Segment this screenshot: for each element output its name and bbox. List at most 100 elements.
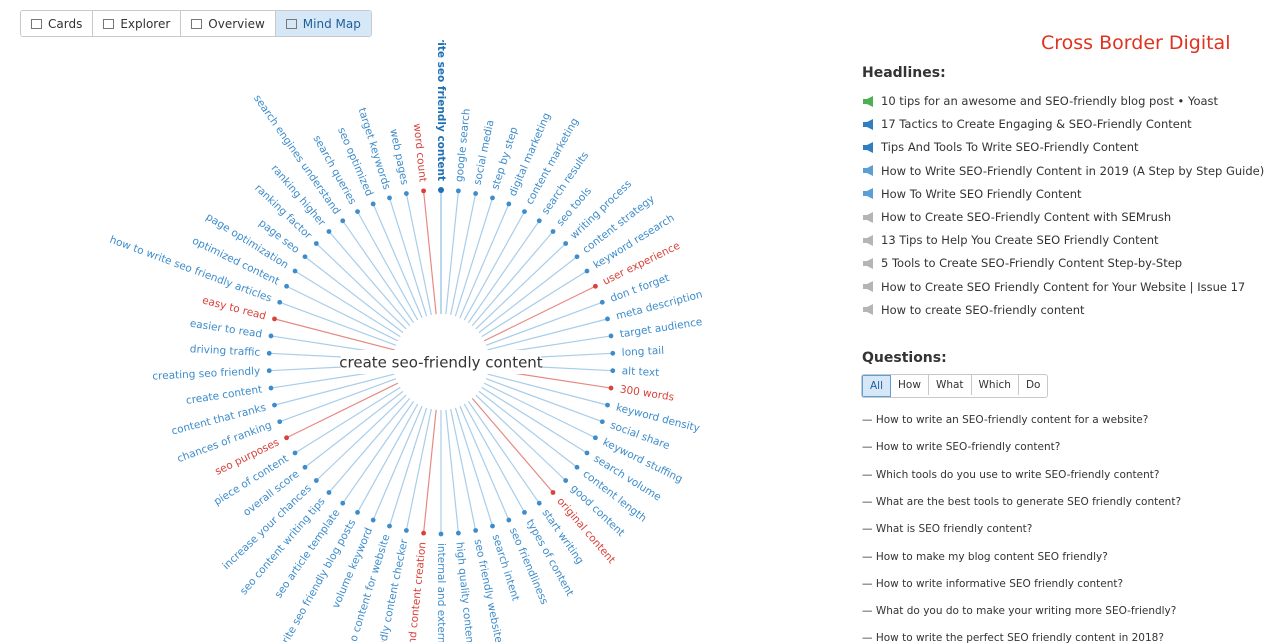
headline[interactable]: How to Create SEO-Friendly Content with … <box>862 210 1171 224</box>
view-tab[interactable]: Overview <box>181 11 276 36</box>
branch-line <box>342 220 415 323</box>
question[interactable]: — How to write the perfect SEO friendly … <box>862 632 1164 644</box>
filter-button[interactable]: How <box>891 375 929 395</box>
branch-dot <box>370 517 376 523</box>
headline[interactable]: How To Write SEO Friendly Content <box>862 187 1082 201</box>
branch-line <box>405 408 432 531</box>
view-tab[interactable]: Explorer <box>93 11 182 36</box>
headline[interactable]: How to Write SEO-Friendly Content in 201… <box>862 164 1264 178</box>
branch-label[interactable]: alt text <box>621 365 659 379</box>
question[interactable]: — How to make my blog content SEO friend… <box>862 550 1108 563</box>
question[interactable]: — What is SEO friendly content? <box>862 523 1033 536</box>
branch-dot <box>268 333 274 339</box>
headline[interactable]: How to Create SEO Friendly Content for Y… <box>862 280 1245 294</box>
filter-button[interactable]: What <box>929 375 972 395</box>
branch-line <box>405 193 432 316</box>
tab-label: Cards <box>48 16 83 31</box>
branch-line <box>294 270 401 338</box>
branch-line <box>467 401 540 504</box>
branch-line <box>279 301 397 346</box>
branch-label[interactable]: long tail <box>621 345 664 359</box>
branch-label[interactable]: keyword stuffing <box>601 436 685 485</box>
branch-line <box>294 386 401 454</box>
headline-text: Tips And Tools To Write SEO-Friendly Con… <box>881 140 1139 155</box>
headline[interactable]: 5 Tools to Create SEO-Friendly Content S… <box>862 256 1182 270</box>
headline[interactable]: How to create SEO-friendly content <box>862 303 1085 317</box>
tab-icon <box>285 18 297 29</box>
branch-dot <box>550 490 556 495</box>
filter-button[interactable]: All <box>862 375 892 397</box>
headline[interactable]: Tips And Tools To Write SEO-Friendly Con… <box>862 140 1139 154</box>
branch-label[interactable]: digital marketing <box>507 111 553 198</box>
branch-dot <box>272 316 277 322</box>
branch-line <box>423 190 437 315</box>
question[interactable]: — What do you do to make your writing mo… <box>862 605 1177 618</box>
branch-dot <box>355 509 360 515</box>
tab-icon <box>31 18 42 29</box>
view-tab[interactable]: Mind Map <box>275 11 371 36</box>
branch-dot <box>563 241 569 246</box>
question[interactable]: — Which tools do you use to write SEO-fr… <box>862 468 1160 481</box>
branch-dot <box>490 523 495 529</box>
tab-icon <box>191 18 203 29</box>
headlines-title: Headlines: <box>862 65 946 81</box>
branch-label[interactable]: internal and externa <box>435 543 447 642</box>
branch-label[interactable]: high quality content <box>453 541 476 642</box>
branch-label[interactable]: driving traffic <box>190 343 261 359</box>
headline[interactable]: 17 Tactics to Create Engaging & SEO-Frie… <box>862 117 1192 131</box>
filter-button[interactable]: Do <box>1025 379 1041 391</box>
question[interactable]: — How to write informative SEO friendly … <box>862 577 1124 590</box>
branch-label[interactable]: 300 words <box>619 383 675 403</box>
tab-label: Overview <box>208 16 265 31</box>
branch-label[interactable]: and content creation <box>406 541 429 642</box>
headline-icon <box>863 141 873 153</box>
question[interactable]: — What are the best tools to generate SE… <box>862 495 1182 508</box>
branch-label[interactable]: target audience <box>619 316 703 340</box>
branch-line <box>467 220 540 323</box>
branch-dot <box>340 218 346 224</box>
center-bg <box>341 350 541 374</box>
branch-line <box>454 407 494 527</box>
branch-label[interactable]: google search <box>453 108 472 183</box>
branch-line <box>483 285 596 342</box>
branch-line <box>372 405 423 521</box>
branch-dot <box>355 209 360 215</box>
question[interactable]: — How to write an SEO-friendly content f… <box>862 414 1149 426</box>
branch-dot <box>574 254 580 260</box>
tab-icon <box>103 18 115 29</box>
branch-line <box>475 394 567 481</box>
branch-line <box>478 256 578 334</box>
branch-dot <box>593 283 598 289</box>
branch-label[interactable]: creating seo friendly <box>152 365 260 382</box>
headline-icon <box>863 211 873 223</box>
tab-label: Mind Map <box>302 16 361 31</box>
branch-line <box>315 394 407 481</box>
brand: Cross Border Digital <box>1041 32 1231 54</box>
branch-line <box>423 409 437 534</box>
branch-line <box>481 270 588 338</box>
branch-dot <box>326 229 332 234</box>
branch-dot <box>605 316 610 322</box>
branch-label[interactable]: write seo friendly content <box>435 40 447 181</box>
question[interactable]: — How to write SEO-friendly content? <box>862 441 1061 454</box>
question-filters: All How What Which Do <box>861 374 1049 398</box>
filter-button[interactable]: Which <box>972 375 1019 395</box>
branch-label[interactable]: easier to read <box>189 318 263 341</box>
branch-dot <box>292 268 298 274</box>
headline[interactable]: 10 tips for an awesome and SEO-friendly … <box>862 94 1218 108</box>
branch-line <box>328 398 411 493</box>
branch-label[interactable]: web pages <box>387 128 410 186</box>
branch-dot <box>599 299 605 305</box>
branch-label[interactable]: create content <box>185 383 263 407</box>
headline-text: How to Create SEO Friendly Content for Y… <box>881 279 1246 294</box>
icon-shape <box>863 141 873 153</box>
branch-dot <box>610 368 616 374</box>
icon-shape <box>863 118 873 130</box>
headline[interactable]: 13 Tips to Help You Create SEO Friendly … <box>862 233 1159 247</box>
branch-dot <box>421 188 426 194</box>
branch-label[interactable]: word count <box>411 123 429 183</box>
branch-dot <box>473 191 479 196</box>
branch-line <box>478 390 578 468</box>
view-tab[interactable]: Cards <box>21 11 94 36</box>
headline-icon <box>863 304 873 316</box>
